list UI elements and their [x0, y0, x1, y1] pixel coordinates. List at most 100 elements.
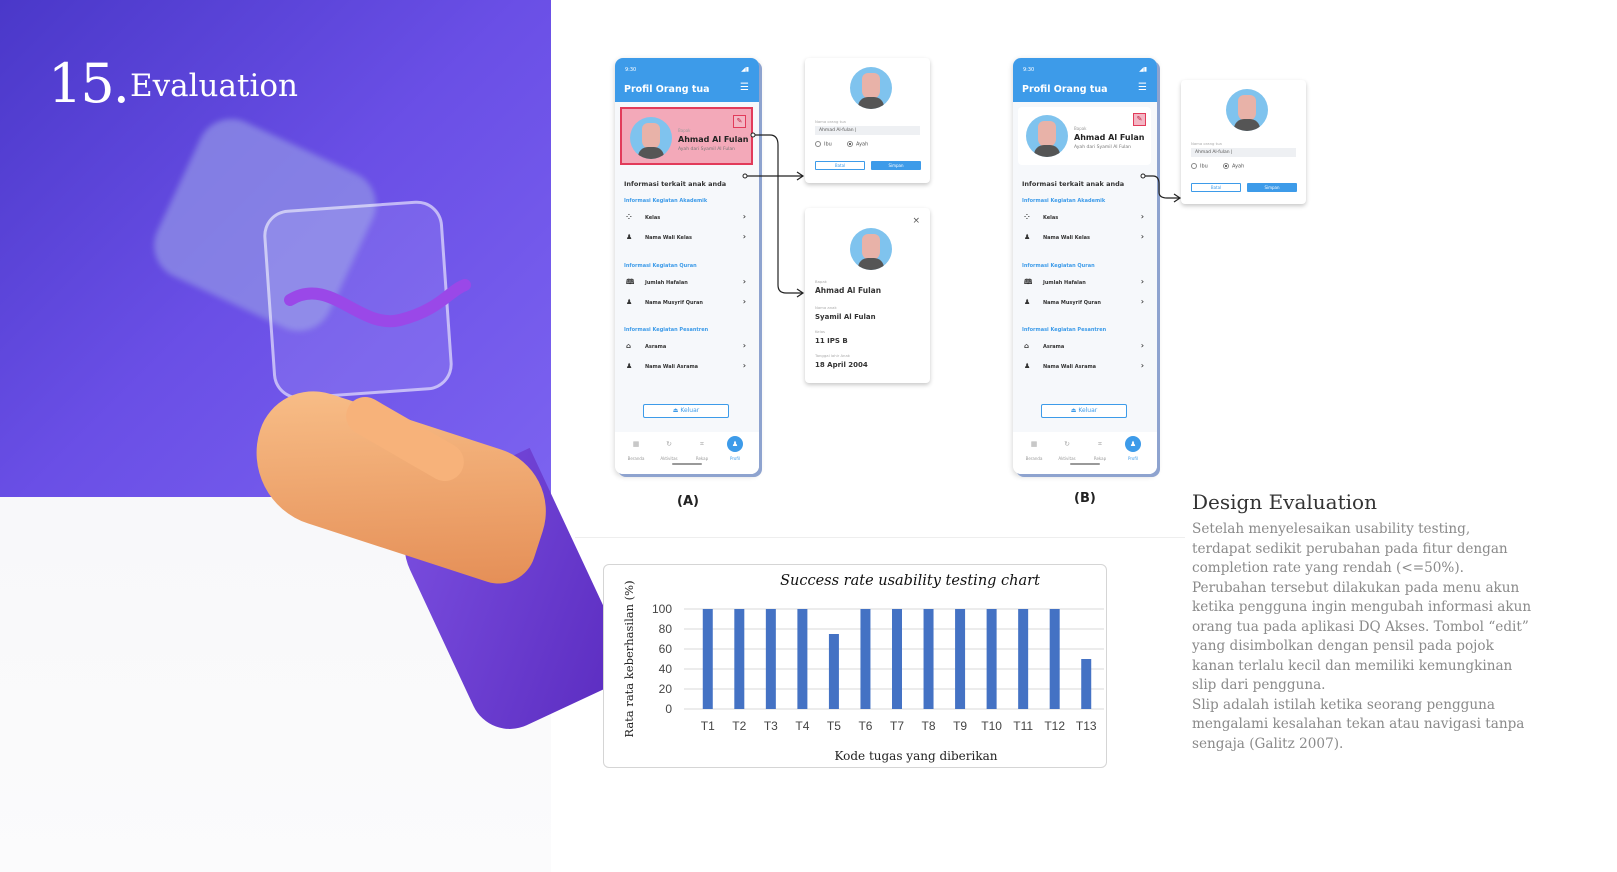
logout-label: Keluar [680, 407, 700, 414]
slide-number: 15. [48, 52, 130, 115]
item-icon: ♟ [1024, 233, 1031, 241]
wave-illustration [284, 279, 471, 328]
radio-label: Ayah [856, 141, 869, 148]
radio-label: Ibu [1200, 163, 1208, 170]
x-tick-label: T6 [858, 719, 872, 733]
x-tick-label: T3 [764, 719, 778, 733]
save-button[interactable]: Simpan [1247, 183, 1297, 192]
chevron-right-icon: › [1140, 297, 1144, 306]
phone-mockup-b: 9:30 ◢▮ Profil Orang tua ☰ Bapak Ahmad A… [1013, 58, 1157, 474]
chevron-right-icon: › [1140, 232, 1144, 241]
y-tick-label: 20 [659, 682, 673, 696]
radio-icon [847, 141, 853, 147]
item-icon: ♟ [1024, 362, 1031, 370]
bar-chart: 0 20 40 60 80 100 T1 T2 T3 T4 T5 T6 T7 T8 T9 T10 T11 T12 T… [622, 580, 1104, 763]
radio-ayah[interactable]: Ayah [1223, 163, 1244, 170]
nav-item-profil[interactable]: ♟ Profil [1118, 436, 1148, 461]
chevron-right-icon: › [742, 277, 746, 286]
info-heading: Informasi terkait anak anda [624, 180, 727, 188]
hamburger-menu-icon[interactable]: ☰ [1138, 82, 1147, 93]
nav-label: Profil [1128, 456, 1138, 461]
edit-popup-b: Nama orang tua Ahmad Al-fulan | Ibu Ayah Ba… [1181, 80, 1306, 204]
item-icon: ⁘ [1024, 213, 1030, 221]
section-title: Informasi Kegiatan Quran [624, 263, 697, 269]
field-label: Bapak [815, 279, 827, 284]
list-item[interactable]: ♟ Nama Musyrif Quran › [1022, 296, 1148, 312]
cancel-button[interactable]: Batal [1191, 183, 1241, 192]
radio-icon [815, 141, 821, 147]
list-item[interactable]: ⁘ Kelas › [624, 211, 750, 227]
nav-label: Rekap [695, 456, 709, 461]
x-tick-label: T2 [732, 719, 746, 733]
parent-name: Ahmad Al Fulan [1074, 133, 1145, 142]
hamburger-menu-icon[interactable]: ☰ [740, 82, 749, 93]
nav-item-beranda[interactable]: ▦ Beranda [621, 436, 651, 461]
x-tick-label: T13 [1076, 719, 1097, 733]
list-item[interactable]: ♟ Nama Wali Asrama › [1022, 360, 1148, 376]
save-button[interactable]: Simpan [871, 161, 921, 170]
parent-name-input[interactable]: Ahmad Al-fulan | [1191, 148, 1296, 157]
chevron-right-icon: › [1140, 341, 1144, 350]
radio-ibu[interactable]: Ibu [815, 141, 832, 148]
avatar [850, 67, 892, 109]
avatar [630, 117, 672, 159]
radio-ibu[interactable]: Ibu [1191, 163, 1208, 170]
logout-button[interactable]: ⏏ Keluar [643, 404, 729, 418]
nav-icon: ↻ [1064, 440, 1070, 448]
list-item[interactable]: ⌂ Asrama › [624, 340, 750, 356]
list-item[interactable]: ♟ Nama Musyrif Quran › [624, 296, 750, 312]
x-tick-label: T9 [953, 719, 967, 733]
list-item[interactable]: ♟ Nama Wali Kelas › [1022, 231, 1148, 247]
radio-icon [1191, 163, 1197, 169]
divider [575, 537, 1185, 538]
nav-icon: ⌗ [1098, 440, 1102, 448]
field-label: Nama anak [815, 305, 837, 310]
x-tick-label: T12 [1044, 719, 1065, 733]
y-tick-label: 80 [659, 622, 673, 636]
list-item[interactable]: 🕮 Jumlah Hafalan › [1022, 276, 1148, 292]
item-icon: ⌂ [1024, 342, 1030, 350]
list-item[interactable]: ⁘ Kelas › [1022, 211, 1148, 227]
nav-label: Aktivitas [1058, 456, 1076, 461]
item-label: Jumlah Hafalan [645, 280, 688, 286]
edit-pencil-icon[interactable]: ✎ [733, 115, 746, 128]
logout-button[interactable]: ⏏ Keluar [1041, 404, 1127, 418]
nav-item-rekap[interactable]: ⌗ Rekap [1085, 436, 1115, 461]
nav-icon: ⌗ [700, 440, 704, 448]
cancel-button[interactable]: Batal [815, 161, 865, 170]
flow-connector-b [1140, 173, 1182, 203]
list-item[interactable]: ♟ Nama Wali Kelas › [624, 231, 750, 247]
item-label: Nama Wali Kelas [1043, 235, 1091, 241]
chart-container: Success rate usability testing chart 0 20… [603, 564, 1107, 768]
bar-T7 [892, 609, 902, 709]
list-item[interactable]: 🕮 Jumlah Hafalan › [624, 276, 750, 292]
close-icon[interactable]: × [912, 216, 920, 226]
radio-ayah[interactable]: Ayah [847, 141, 868, 148]
nav-item-rekap[interactable]: ⌗ Rekap [687, 436, 717, 461]
y-tick-label: 0 [665, 702, 672, 716]
list-item[interactable]: ⌂ Asrama › [1022, 340, 1148, 356]
item-icon: ⁘ [626, 213, 632, 221]
section-title: Informasi Kegiatan Pesantren [624, 327, 709, 333]
chart-title: Success rate usability testing chart [780, 573, 1040, 589]
chevron-right-icon: › [742, 232, 746, 241]
edit-pencil-icon[interactable]: ✎ [1133, 113, 1146, 126]
parent-name-input[interactable]: Ahmad Al-fulan | [815, 126, 920, 135]
nav-item-profil[interactable]: ♟ Profil [720, 436, 750, 461]
design-evaluation-title: Design Evaluation [1192, 490, 1377, 514]
list-item[interactable]: ♟ Nama Wali Asrama › [624, 360, 750, 376]
nav-label: Beranda [627, 456, 645, 461]
section-title: Informasi Kegiatan Quran [1022, 263, 1095, 269]
status-time: 9:30 [625, 67, 637, 73]
app-header: 9:30 ◢▮ Profil Orang tua ☰ [1013, 58, 1157, 102]
signal-battery-icon: ◢▮ [741, 66, 749, 73]
nav-item-aktivitas[interactable]: ↻ Aktivitas [654, 436, 684, 461]
screen-title: Profil Orang tua [624, 84, 710, 95]
nav-item-aktivitas[interactable]: ↻ Aktivitas [1052, 436, 1082, 461]
x-tick-label: T8 [922, 719, 936, 733]
chevron-right-icon: › [742, 297, 746, 306]
nav-icon: ♟ [1125, 436, 1141, 452]
item-icon: ♟ [1024, 298, 1031, 306]
nav-item-beranda[interactable]: ▦ Beranda [1019, 436, 1049, 461]
logout-icon: ⏏ [672, 407, 681, 414]
